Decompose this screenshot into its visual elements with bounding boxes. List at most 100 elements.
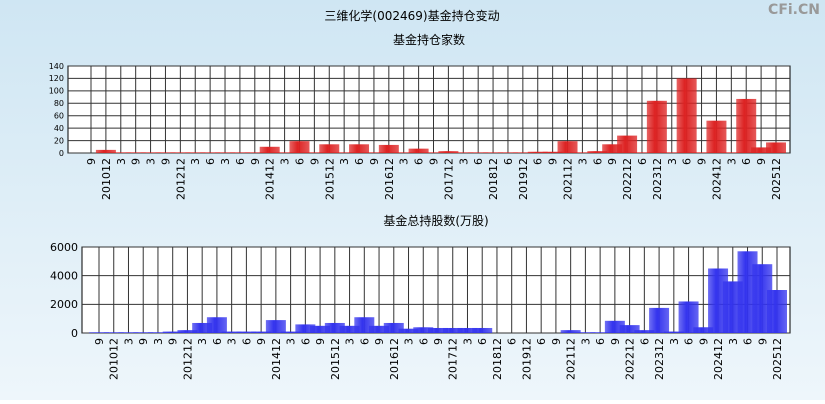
- x-tick-label: 6: [472, 158, 485, 165]
- bar: [602, 144, 623, 153]
- bar: [334, 152, 355, 153]
- y-tick-label: 80: [54, 99, 64, 108]
- bar: [133, 332, 154, 333]
- x-tick-label: 3: [461, 338, 474, 345]
- bar: [438, 151, 459, 153]
- x-tick-label: 201712: [447, 338, 460, 380]
- plot-area: [67, 65, 791, 154]
- y-tick-label: 2000: [50, 298, 78, 311]
- bar: [590, 332, 611, 333]
- bar: [634, 330, 655, 333]
- bar: [125, 152, 146, 153]
- bar: [192, 322, 213, 333]
- x-tick-label: 3: [219, 158, 232, 165]
- bar: [661, 152, 682, 153]
- bar: [162, 331, 183, 333]
- x-tick-label: 9: [606, 158, 619, 165]
- bar: [324, 322, 345, 333]
- x-tick-label: 201612: [383, 158, 396, 200]
- x-tick-label: 3: [403, 338, 416, 345]
- x-tick-label: 6: [358, 338, 371, 345]
- x-tick-label: 201812: [491, 338, 504, 380]
- bar: [649, 307, 670, 333]
- y-tick-label: 20: [54, 136, 64, 145]
- bar: [170, 152, 191, 153]
- x-tick-label: 201912: [517, 158, 530, 200]
- bar: [221, 331, 242, 333]
- bar: [215, 152, 236, 153]
- x-tick-label: 6: [638, 338, 651, 345]
- bar: [378, 144, 399, 153]
- bar: [200, 152, 221, 153]
- x-tick-label: 6: [502, 158, 515, 165]
- x-tick-label: 201912: [520, 338, 533, 380]
- x-tick-label: 6: [476, 338, 489, 345]
- y-tick-label: 40: [54, 124, 64, 133]
- x-tick-label: 202512: [770, 158, 783, 200]
- bar: [557, 141, 578, 153]
- x-tick-label: 9: [756, 338, 769, 345]
- bar: [140, 152, 161, 153]
- x-tick-label: 202112: [562, 158, 575, 200]
- bar: [369, 325, 390, 333]
- x-tick-label: 6: [506, 338, 519, 345]
- bar: [468, 152, 489, 153]
- x-tick-label: 202412: [710, 158, 723, 200]
- x-tick-label: 9: [159, 158, 172, 165]
- x-tick-label: 3: [145, 158, 158, 165]
- x-tick-label: 202412: [712, 338, 725, 380]
- bar: [349, 144, 370, 153]
- y-tick-label: 0: [59, 149, 64, 158]
- x-tick-label: 9: [85, 158, 98, 165]
- x-tick-label: 6: [683, 338, 696, 345]
- x-tick-label: 9: [428, 158, 441, 165]
- bar: [155, 152, 176, 153]
- bar: [706, 120, 727, 153]
- bar: [423, 152, 444, 153]
- bar: [542, 151, 563, 153]
- bar: [766, 142, 786, 153]
- bar: [691, 152, 712, 153]
- y-tick-label: 100: [49, 87, 64, 96]
- x-tick-label: 9: [368, 158, 381, 165]
- bar: [408, 148, 429, 153]
- x-tick-label: 3: [196, 338, 209, 345]
- bar: [103, 332, 124, 333]
- x-tick-label: 3: [457, 158, 470, 165]
- x-tick-label: 201012: [100, 158, 113, 200]
- bar: [236, 331, 257, 333]
- bar: [413, 327, 434, 333]
- x-tick-label: 6: [532, 158, 545, 165]
- bar: [751, 147, 772, 153]
- bar: [259, 146, 280, 153]
- bar: [512, 152, 533, 153]
- bar: [663, 331, 684, 333]
- x-tick-label: 6: [681, 158, 694, 165]
- x-tick-label: 3: [338, 158, 351, 165]
- x-tick-label: 6: [591, 158, 604, 165]
- x-tick-label: 9: [249, 158, 262, 165]
- x-tick-label: 201012: [108, 338, 121, 380]
- x-tick-label: 9: [255, 338, 268, 345]
- bar: [383, 322, 404, 333]
- x-tick-label: 3: [668, 338, 681, 345]
- x-tick-label: 3: [725, 158, 738, 165]
- x-tick-label: 6: [211, 338, 224, 345]
- chart-title: 基金持仓家数: [393, 32, 465, 47]
- bar: [693, 327, 714, 333]
- bar: [310, 325, 331, 333]
- bar: [442, 327, 463, 333]
- x-tick-label: 6: [353, 158, 366, 165]
- bar: [265, 320, 286, 333]
- bar: [676, 78, 697, 153]
- x-tick-label: 9: [696, 158, 709, 165]
- x-tick-label: 6: [299, 338, 312, 345]
- bar: [575, 332, 596, 333]
- x-tick-label: 201512: [323, 158, 336, 200]
- x-tick-label: 202312: [653, 338, 666, 380]
- x-tick-label: 201212: [174, 158, 187, 200]
- x-tick-label: 6: [204, 158, 217, 165]
- x-tick-label: 201812: [487, 158, 500, 200]
- bar: [118, 332, 139, 333]
